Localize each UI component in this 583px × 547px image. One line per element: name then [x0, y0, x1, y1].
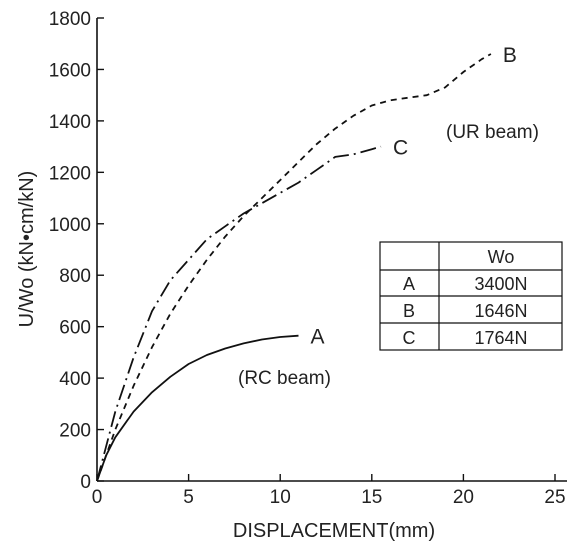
wo-table-cell: B [403, 301, 415, 321]
series-label-a: A [311, 326, 325, 349]
x-axis-ticks: 0 5 10 15 20 25 [92, 474, 566, 508]
y-tick-label: 1400 [49, 112, 91, 133]
y-tick-label: 400 [59, 369, 91, 390]
y-axis-ticks: 0 200 400 600 800 1000 1200 1400 1600 1800 [49, 9, 104, 493]
wo-table-header: Wo [488, 247, 515, 267]
wo-table-cell: 1764N [474, 328, 527, 348]
y-tick-label: 1600 [49, 60, 91, 81]
wo-table-cell: A [403, 274, 415, 294]
wo-table: Wo A 3400N B 1646N C 1764N [379, 241, 563, 351]
x-tick-label: 0 [92, 487, 103, 508]
y-axis-title: U/Wo (kN•cm/kN) [16, 171, 38, 328]
x-tick-label: 25 [544, 487, 565, 508]
x-tick-label: 15 [361, 487, 382, 508]
annotation-ur-beam: (UR beam) [446, 122, 539, 143]
series-label-b: B [503, 44, 517, 67]
y-tick-label: 1200 [49, 163, 91, 184]
y-tick-label: 800 [59, 266, 91, 287]
x-tick-label: 10 [270, 487, 291, 508]
y-tick-label: 0 [80, 472, 91, 493]
wo-table-cell: 1646N [474, 301, 527, 321]
wo-table-cell: 3400N [474, 274, 527, 294]
x-tick-label: 5 [183, 487, 194, 508]
series-line-b [96, 53, 492, 482]
x-tick-label: 20 [453, 487, 474, 508]
y-tick-label: 600 [59, 318, 91, 339]
wo-table-cell: C [403, 328, 416, 348]
axes [96, 18, 567, 482]
y-tick-label: 1000 [49, 215, 91, 236]
x-axis-title: DISPLACEMENT(mm) [233, 520, 435, 542]
series-label-c: C [393, 137, 408, 160]
series-line-a [96, 334, 299, 482]
annotation-rc-beam: (RC beam) [238, 368, 331, 389]
series-layer: ABC [96, 44, 517, 482]
y-tick-label: 200 [59, 421, 91, 442]
series-line-c [96, 145, 382, 482]
y-tick-label: 1800 [49, 9, 91, 30]
